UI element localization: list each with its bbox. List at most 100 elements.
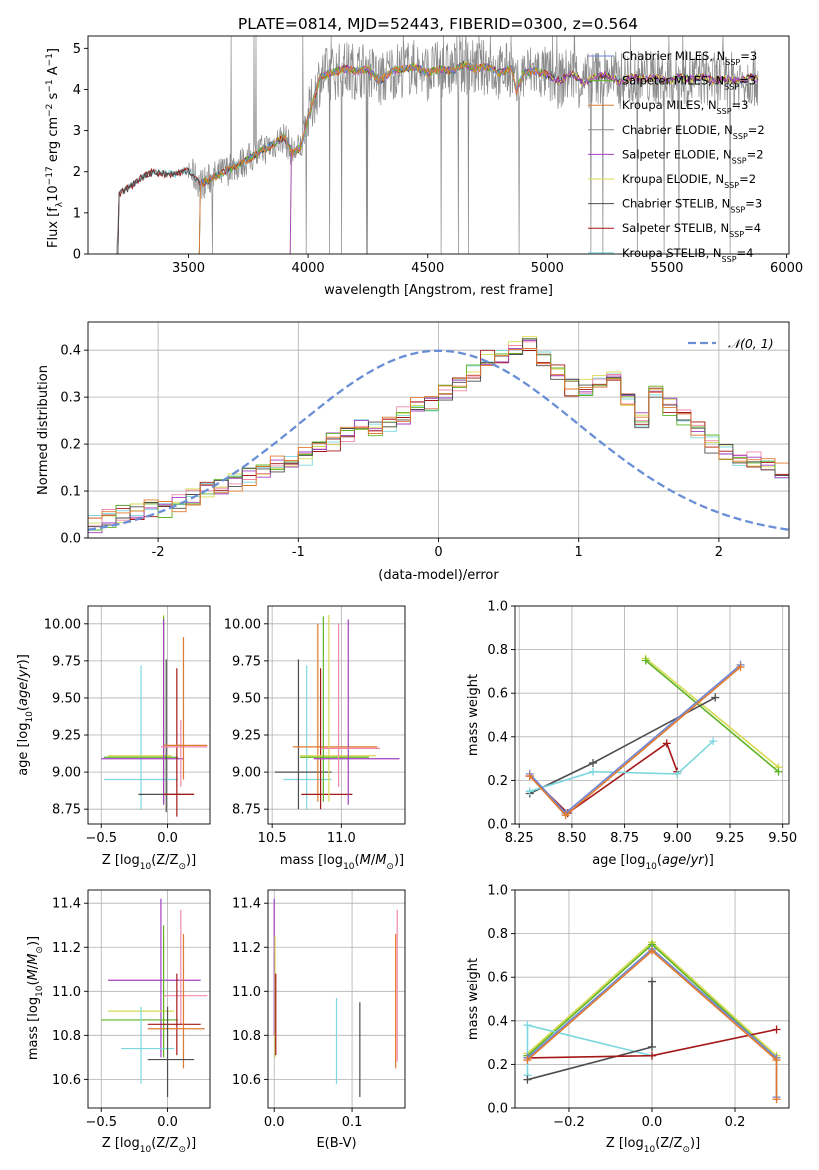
y-tick-label: 11.2 — [232, 941, 261, 956]
legend-label-normal: 𝒩(0, 1) — [728, 336, 774, 351]
y-tick-label: 0 — [73, 248, 81, 263]
x-tick-label: −0.5 — [85, 1115, 117, 1130]
y-tick-label: 0.6 — [487, 687, 508, 702]
weight-marker-kroupa_stelib — [673, 769, 682, 778]
y-tick-label: 10.6 — [232, 1073, 261, 1088]
weight-marker-chabrier_stelib — [711, 693, 720, 702]
x-tick-label: 2 — [715, 545, 723, 560]
x-tick-label: 8.25 — [505, 831, 534, 846]
y-tick-label: 8.75 — [52, 803, 81, 818]
y-tick-label: 10.8 — [232, 1029, 261, 1044]
weight-z-xlabel: Z [log10(Z/Z⊙)] — [606, 1136, 700, 1155]
weight-marker-kroupa_miles — [561, 811, 570, 820]
y-tick-label: 11.2 — [52, 941, 81, 956]
figure-title: PLATE=0814, MJD=52443, FIBERID=0300, z=0… — [238, 15, 638, 33]
axes-frame — [87, 35, 790, 255]
x-axis-label: wavelength [Angstrom, rest frame] — [324, 283, 553, 298]
weight-line-chabrier_miles — [529, 664, 742, 815]
weight-marker-chabrier_stelib — [523, 1075, 532, 1084]
weight-line-kroupa_elodie — [645, 657, 780, 768]
spectrum-lines — [116, 36, 759, 254]
x-tick-label: 0 — [434, 545, 442, 560]
errorbar-group — [273, 898, 398, 1097]
weight-marker-salpeter_stelib — [772, 1025, 781, 1034]
y-tick-label: 0.4 — [60, 344, 81, 359]
weight-marker-kroupa_miles — [525, 772, 534, 781]
residual-histogram-salpeter_miles — [88, 338, 789, 531]
x-axis-label: E(B-V) — [316, 1136, 356, 1151]
x-tick-label: 8.50 — [557, 831, 586, 846]
y-axis-label: mass weight — [466, 674, 481, 756]
y-tick-label: 3 — [73, 124, 81, 139]
x-tick-label: −0.2 — [553, 1115, 585, 1130]
weight-line-chabrier_stelib — [527, 981, 653, 1081]
residual-histogram-kroupa_stelib — [88, 348, 789, 517]
axes-frame — [87, 889, 211, 1109]
y-tick-label: 9.75 — [232, 654, 261, 669]
y-tick-label: 5 — [73, 42, 81, 57]
weight-line-kroupa_miles — [526, 949, 778, 1100]
y-tick-label: 9.50 — [52, 691, 81, 706]
axes-frame — [267, 889, 406, 1109]
model-spectrum-kroupa_miles — [198, 62, 548, 254]
weight-marker-salpeter_stelib — [662, 739, 671, 748]
weight-marker-kroupa_stelib — [588, 767, 597, 776]
weight-lines — [523, 938, 781, 1104]
x-tick-label: 11.0 — [327, 831, 356, 846]
legend-label-kroupa_stelib: Kroupa STELIB, NSSP=4 — [622, 246, 753, 264]
y-tick-label: 0.0 — [487, 1102, 508, 1117]
weight-marker-salpeter_miles — [641, 656, 650, 665]
weight-marker-kroupa_miles — [648, 947, 656, 956]
x-tick-label: 9.25 — [716, 831, 745, 846]
x-tick-label: 6000 — [770, 261, 803, 276]
errorbar-group — [274, 614, 400, 810]
weight-line-salpeter_miles — [645, 659, 780, 773]
y-tick-label: 0.4 — [487, 1014, 508, 1029]
legend-label-kroupa_elodie: Kroupa ELODIE, NSSP=2 — [622, 172, 756, 190]
legend-label-kroupa_miles: Kroupa MILES, NSSP=3 — [622, 98, 748, 116]
y-tick-label: 9.00 — [232, 766, 261, 781]
x-tick-label: 5000 — [531, 261, 564, 276]
x-tick-label: −0.5 — [85, 831, 117, 846]
weight-marker-chabrier_stelib — [588, 758, 597, 767]
errorbar-group — [101, 614, 208, 817]
mass-vs-metallicity-panel: −0.5 0.0 10.6 10.8 11.0 11.2 11.4 — [52, 889, 211, 1130]
y-tick-label: 0.3 — [60, 391, 81, 406]
histogram-lines — [88, 336, 789, 534]
x-tick-label: 0.0 — [157, 831, 178, 846]
spectrum-legend: Chabrier MILES, NSSP=3 Salpeter MILES, NS… — [588, 49, 765, 263]
normal-distribution-curve — [88, 349, 789, 531]
age-vs-mass-panel: 10.5 11.0 8.75 9.00 9.25 9.50 9.75 10.00 — [224, 605, 406, 846]
x-tick-label: 4000 — [292, 261, 325, 276]
x-tick-label: 10.5 — [258, 831, 287, 846]
age-mass-xlabel: mass [log10(M/M⊙)] — [280, 853, 404, 872]
weight-marker-kroupa_miles — [772, 1056, 781, 1065]
x-tick-label: 0.0 — [157, 1115, 178, 1130]
spectrum-panel: 3500 4000 4500 5000 5500 6000 0 1 2 3 4 5 wavelength… — [73, 35, 803, 298]
axes-frame — [87, 321, 790, 539]
y-tick-label: 2 — [73, 165, 81, 180]
axes-frame — [87, 605, 211, 825]
x-tick-label: 3500 — [172, 261, 205, 276]
y-tick-label: 9.75 — [52, 654, 81, 669]
y-tick-label: 0.4 — [487, 730, 508, 745]
y-tick-label: 1.0 — [487, 600, 508, 615]
y-tick-label: 9.00 — [52, 766, 81, 781]
y-tick-label: 0.2 — [487, 1058, 508, 1073]
weight-marker-salpeter_stelib — [648, 1051, 656, 1060]
y-axis-label: mass weight — [466, 958, 481, 1040]
model-spectrum-salpeter_miles — [198, 61, 548, 254]
y-tick-label: 1 — [73, 206, 81, 221]
y-tick-label: 4 — [73, 83, 81, 98]
y-tick-label: 0.0 — [60, 532, 81, 547]
mass-z-xlabel: Z [log10(Z/Z⊙)] — [102, 1136, 196, 1155]
y-tick-label: 8.75 — [232, 803, 261, 818]
y-tick-label: 9.25 — [232, 729, 261, 744]
y-tick-label: 0.2 — [60, 438, 81, 453]
y-tick-label: 0.2 — [487, 774, 508, 789]
weight-line-kroupa_stelib — [526, 1024, 653, 1076]
y-tick-label: 9.50 — [232, 691, 261, 706]
weight-marker-kroupa_miles — [736, 663, 745, 672]
x-tick-label: 8.75 — [610, 831, 639, 846]
